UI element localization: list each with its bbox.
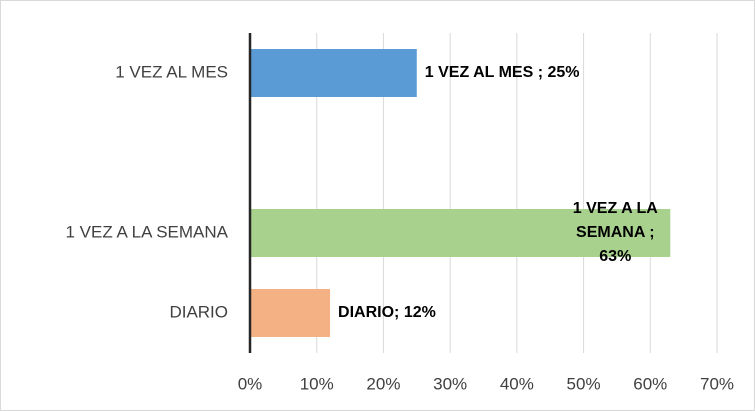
x-tick-label: 40% xyxy=(500,374,534,393)
bar xyxy=(250,49,417,97)
data-label: DIARIO; 12% xyxy=(338,304,436,321)
bar xyxy=(250,209,671,257)
y-tick-label: 1 VEZ AL MES xyxy=(115,62,228,81)
bar xyxy=(250,289,331,337)
data-label: 1 VEZ A LA SEMANA ; 63% xyxy=(573,200,658,265)
data-label: 1 VEZ AL MES ; 25% xyxy=(425,64,580,81)
x-tick-label: 0% xyxy=(238,374,263,393)
x-tick-label: 20% xyxy=(366,374,400,393)
x-tick-label: 70% xyxy=(700,374,734,393)
x-tick-label: 60% xyxy=(633,374,667,393)
x-tick-label: 30% xyxy=(433,374,467,393)
x-tick-label: 10% xyxy=(300,374,334,393)
y-tick-label: DIARIO xyxy=(169,302,228,321)
y-tick-label: 1 VEZ A LA SEMANA xyxy=(65,222,228,241)
x-tick-label: 50% xyxy=(567,374,601,393)
